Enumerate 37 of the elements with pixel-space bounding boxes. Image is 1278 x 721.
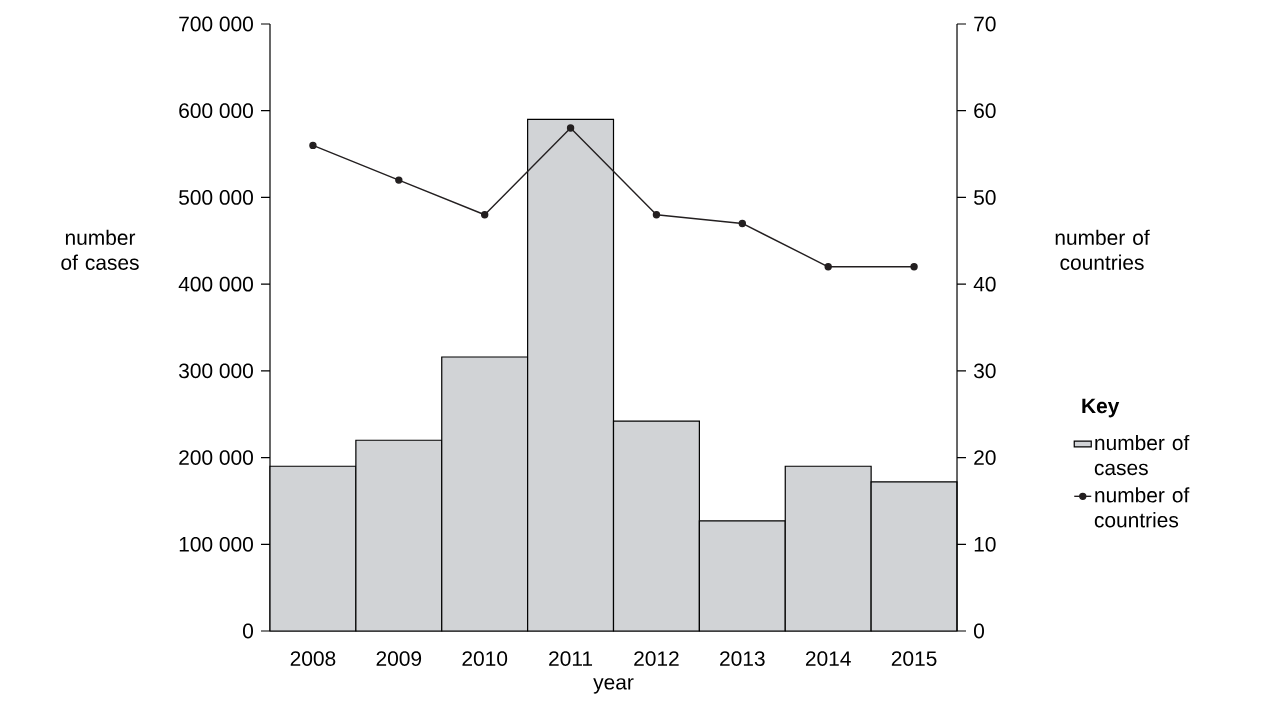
x-tick-label: 2012 bbox=[634, 651, 679, 666]
point bbox=[566, 124, 575, 132]
point bbox=[824, 263, 832, 271]
y2-tick-label: 0 bbox=[974, 623, 984, 639]
y2-tick-label: 10 bbox=[974, 536, 996, 552]
y-tick-label: 100 000 bbox=[179, 536, 253, 552]
x-tick-label: 2013 bbox=[720, 651, 765, 666]
y-tick-label: 200 000 bbox=[179, 450, 253, 465]
y-tick-label: 600 000 bbox=[179, 103, 253, 119]
legend-label: number of countries bbox=[1094, 487, 1190, 528]
x-axis-title: year bbox=[593, 678, 634, 694]
x-tick-label: 2010 bbox=[462, 651, 508, 666]
point bbox=[309, 141, 317, 150]
y2-tick-label: 30 bbox=[973, 363, 996, 379]
y-tick-label: 300 000 bbox=[179, 363, 253, 379]
point bbox=[652, 211, 661, 219]
point bbox=[395, 176, 403, 184]
x-tick-label: 2014 bbox=[805, 651, 851, 666]
y2-tick-label: 50 bbox=[974, 190, 996, 205]
y2-tick-label: 70 bbox=[974, 16, 996, 32]
y2-tick-label: 40 bbox=[973, 276, 996, 292]
y-axis-title: number of cases bbox=[61, 229, 139, 270]
legend-title: Key bbox=[1082, 398, 1120, 418]
y2-axis-title: number of countries bbox=[1055, 229, 1150, 270]
y-tick-label: 0 bbox=[243, 623, 253, 639]
y-tick-label: 400 000 bbox=[178, 276, 253, 292]
point bbox=[481, 211, 489, 219]
y-tick-label: 700 000 bbox=[179, 16, 253, 32]
y2-tick-label: 20 bbox=[974, 450, 996, 465]
point bbox=[738, 219, 747, 228]
x-tick-label: 2011 bbox=[549, 651, 593, 666]
y-tick-label: 500 000 bbox=[179, 190, 253, 205]
y2-tick-label: 60 bbox=[974, 103, 996, 119]
x-tick-label: 2008 bbox=[290, 651, 336, 666]
x-tick-label: 2015 bbox=[891, 651, 937, 666]
point bbox=[910, 263, 918, 271]
x-tick-label: 2009 bbox=[376, 651, 422, 666]
